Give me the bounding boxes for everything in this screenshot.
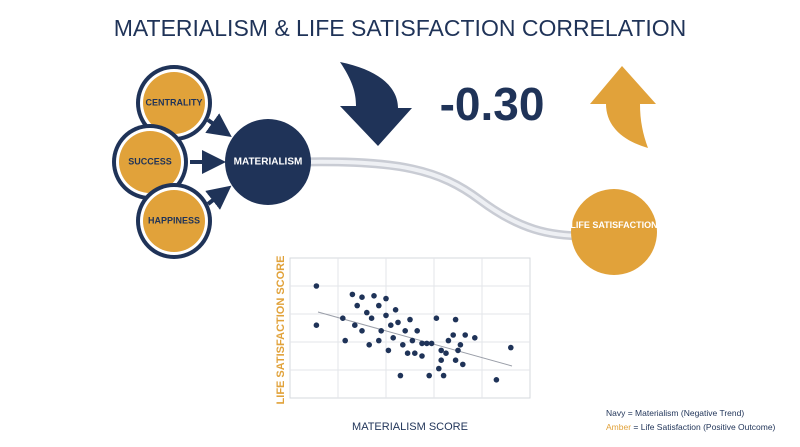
node-life-satisfaction	[571, 189, 657, 275]
point	[443, 350, 449, 357]
point	[450, 332, 457, 338]
point	[462, 332, 469, 338]
point	[354, 302, 361, 309]
node-label: HAPPINESS	[148, 215, 200, 225]
plot-area	[289, 257, 531, 399]
y-axis-label: LIFE SATISFACTION SCORE	[275, 256, 287, 405]
node-happiness: HAPPINESS	[136, 183, 212, 259]
point	[438, 347, 445, 354]
point	[452, 316, 459, 323]
point	[366, 342, 373, 348]
point	[424, 340, 430, 347]
up-arrow	[590, 66, 656, 148]
point	[313, 322, 320, 329]
legend-entry: Amber = Life Satisfaction (Positive Outc…	[606, 422, 776, 432]
node-success: SUCCESS	[112, 124, 188, 200]
point	[392, 307, 399, 313]
point	[438, 357, 445, 364]
connector-highlight	[299, 159, 586, 238]
point	[404, 350, 411, 357]
point	[390, 335, 397, 341]
trend-line	[317, 311, 513, 367]
legend-key: Amber	[606, 422, 631, 432]
point	[452, 357, 459, 364]
point	[368, 315, 375, 322]
point	[419, 340, 425, 347]
legend-key: Navy	[606, 408, 626, 418]
node-centrality: CENTRALITY	[136, 65, 212, 141]
point	[313, 283, 320, 289]
point	[414, 328, 421, 334]
point	[409, 337, 416, 344]
point	[340, 315, 346, 322]
point	[508, 344, 514, 351]
node-label: MATERIALISM	[234, 157, 303, 168]
point	[383, 295, 389, 302]
point	[472, 335, 478, 341]
point	[349, 291, 356, 298]
arrows	[190, 113, 232, 210]
point	[359, 328, 365, 334]
point	[395, 319, 401, 326]
scatter-plot	[289, 257, 531, 399]
point	[342, 337, 349, 344]
point	[378, 328, 385, 334]
point	[412, 350, 418, 357]
point	[388, 322, 394, 329]
x-axis-label: MATERIALISM SCORE	[352, 421, 468, 433]
legend-text: = Life Satisfaction (Positive Outcome)	[631, 422, 775, 432]
point	[397, 372, 404, 379]
point	[352, 322, 358, 329]
connector	[299, 157, 586, 241]
node-label: LIFE SATISFACTION	[570, 220, 657, 230]
point	[428, 340, 435, 347]
correlation-value: -0.30	[440, 78, 545, 130]
point	[419, 353, 425, 359]
node-materialism	[225, 119, 311, 205]
point	[436, 365, 442, 372]
down-arrow	[340, 62, 412, 146]
point	[493, 377, 500, 383]
point	[407, 316, 413, 323]
point	[359, 294, 365, 301]
point	[445, 337, 452, 344]
point	[457, 342, 464, 348]
point	[371, 293, 377, 299]
point	[400, 342, 406, 348]
point	[433, 315, 440, 322]
node-label-line: LIFE SATISFACTION	[570, 220, 657, 230]
point	[385, 347, 392, 354]
point	[402, 328, 409, 334]
point	[440, 372, 447, 379]
legend-text: = Materialism (Negative Trend)	[625, 408, 744, 418]
point	[455, 347, 461, 354]
point	[376, 337, 382, 344]
point	[460, 361, 466, 368]
point	[383, 312, 389, 319]
legend-entry: Navy = Materialism (Negative Trend)	[606, 408, 744, 418]
point	[426, 372, 433, 379]
node-label: CENTRALITY	[146, 97, 203, 107]
node-label: SUCCESS	[128, 156, 172, 166]
point	[376, 302, 382, 309]
point	[364, 309, 370, 316]
title: MATERIALISM & LIFE SATISFACTION CORRELAT…	[114, 15, 687, 41]
